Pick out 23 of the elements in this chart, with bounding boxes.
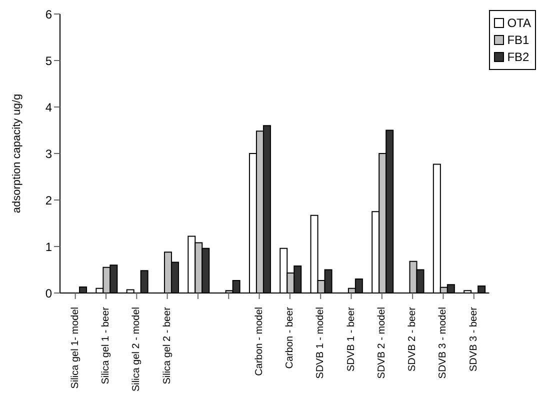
y-tick-label: 5 bbox=[45, 54, 52, 68]
legend-label: FB1 bbox=[507, 33, 530, 47]
x-tick-label: SDVB 3 - beer bbox=[468, 306, 480, 372]
y-tick-label: 0 bbox=[45, 286, 52, 300]
y-tick-label: 1 bbox=[45, 240, 52, 254]
x-tick-label: SDVB 2 - model bbox=[376, 307, 388, 379]
legend-label: FB2 bbox=[507, 50, 530, 64]
y-axis-title: adsorption capacity ug/g bbox=[10, 94, 23, 214]
y-tick-label: 2 bbox=[45, 193, 52, 208]
x-tick-label: SDVB 2 - beer bbox=[407, 306, 418, 372]
legend-label: OTA bbox=[507, 16, 531, 30]
x-tick-label: Silica gel 2 - beer bbox=[162, 306, 173, 384]
y-tick-label: 3 bbox=[45, 146, 52, 161]
x-tick-label: Silica gel 1- model bbox=[70, 307, 81, 389]
x-tick-label: Carbon - model bbox=[254, 307, 265, 376]
x-tick-label: SDVB 3 - model bbox=[438, 307, 449, 379]
y-tick-label: 6 bbox=[45, 7, 52, 22]
y-tick-label: 4 bbox=[45, 100, 52, 114]
x-tick-label: SDVB 1 - beer bbox=[346, 306, 357, 372]
x-tick-label: SDVB 1 - model bbox=[315, 307, 326, 379]
x-tick-label: Silica gel 2 - model bbox=[131, 307, 142, 392]
x-tick-label: Carbon - beer bbox=[284, 306, 296, 369]
x-tick-label: Silica gel 1 - beer bbox=[100, 306, 112, 384]
